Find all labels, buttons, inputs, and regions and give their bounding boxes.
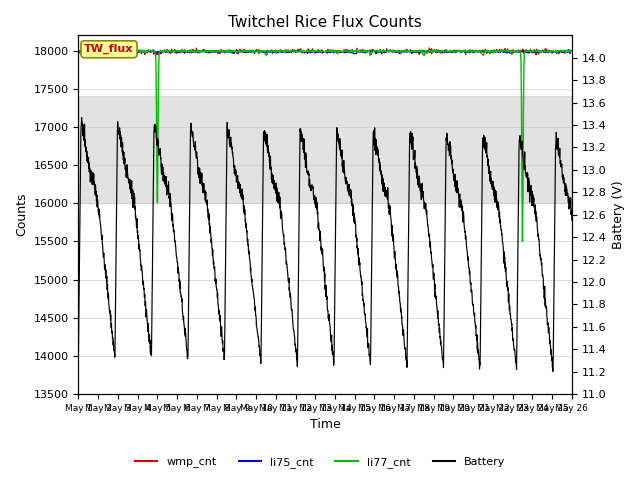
Legend: wmp_cnt, li75_cnt, li77_cnt, Battery: wmp_cnt, li75_cnt, li77_cnt, Battery: [131, 452, 509, 472]
Bar: [79, 96, 572, 203]
Title: Twitchel Rice Flux Counts: Twitchel Rice Flux Counts: [228, 15, 422, 30]
Y-axis label: Counts: Counts: [15, 193, 28, 237]
X-axis label: Time: Time: [310, 419, 340, 432]
Text: TW_flux: TW_flux: [84, 44, 134, 54]
Y-axis label: Battery (V): Battery (V): [612, 180, 625, 249]
